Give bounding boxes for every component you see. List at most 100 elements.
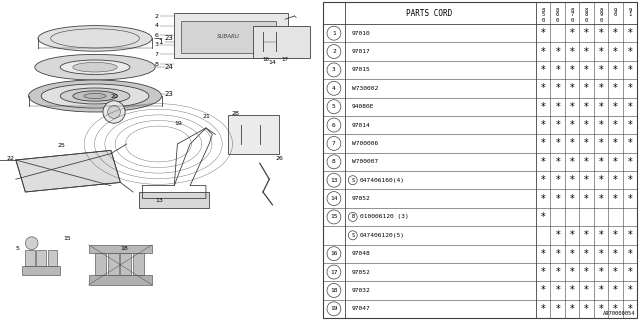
Text: 010006120 (3): 010006120 (3)	[360, 214, 408, 220]
Text: *: *	[556, 157, 560, 167]
Text: 3: 3	[332, 68, 336, 72]
Text: *: *	[598, 175, 604, 185]
Text: *: *	[627, 102, 632, 112]
Bar	[133, 253, 144, 275]
Text: *: *	[556, 175, 560, 185]
Text: *: *	[627, 175, 632, 185]
Text: *: *	[556, 249, 560, 259]
Text: *: *	[556, 285, 560, 295]
Text: 24: 24	[164, 64, 173, 70]
Text: *: *	[613, 267, 618, 277]
Text: 97015: 97015	[352, 68, 371, 72]
Text: 8: 8	[570, 9, 573, 13]
Text: *: *	[613, 175, 618, 185]
Text: 1: 1	[332, 31, 336, 36]
Text: *: *	[627, 47, 632, 57]
Text: 26: 26	[276, 156, 284, 161]
Text: 97052: 97052	[352, 196, 371, 201]
Text: *: *	[627, 83, 632, 93]
Text: 8: 8	[585, 9, 588, 13]
Text: 0: 0	[599, 18, 603, 22]
Text: *: *	[556, 139, 560, 148]
Text: 97032: 97032	[352, 288, 371, 293]
Text: 047406160(4): 047406160(4)	[360, 178, 404, 183]
Text: *: *	[570, 120, 575, 130]
Text: *: *	[570, 285, 575, 295]
Text: *: *	[613, 47, 618, 57]
Text: *: *	[613, 285, 618, 295]
Text: 7: 7	[570, 12, 573, 18]
Text: *: *	[598, 267, 604, 277]
Text: *: *	[556, 304, 560, 314]
Polygon shape	[16, 150, 120, 192]
Text: SUBARU: SUBARU	[217, 34, 239, 39]
Text: *: *	[598, 230, 604, 240]
Text: *: *	[598, 120, 604, 130]
Text: *: *	[570, 304, 575, 314]
Bar	[140, 192, 209, 208]
Text: 0: 0	[614, 12, 617, 18]
Text: *: *	[613, 139, 618, 148]
Text: 8: 8	[332, 159, 336, 164]
Text: 5: 5	[332, 104, 336, 109]
Text: 8: 8	[556, 9, 559, 13]
Text: 6: 6	[332, 123, 336, 128]
Text: *: *	[541, 249, 545, 259]
Text: *: *	[584, 28, 589, 38]
Text: 13: 13	[156, 197, 163, 203]
Text: 14: 14	[269, 60, 276, 65]
Text: *: *	[598, 249, 604, 259]
Text: 97017: 97017	[352, 49, 371, 54]
Text: *: *	[613, 249, 618, 259]
Text: *: *	[598, 157, 604, 167]
Text: 28: 28	[231, 111, 239, 116]
Text: 9: 9	[614, 9, 617, 13]
Text: *: *	[598, 47, 604, 57]
Text: 5: 5	[16, 246, 20, 251]
Bar	[120, 253, 131, 275]
Text: S: S	[351, 233, 355, 238]
Ellipse shape	[35, 54, 156, 80]
Bar	[47, 250, 57, 266]
Text: 5: 5	[541, 12, 545, 18]
Ellipse shape	[73, 91, 117, 101]
Text: 047406120(5): 047406120(5)	[360, 233, 404, 238]
Text: 2: 2	[154, 13, 159, 19]
Ellipse shape	[29, 80, 161, 112]
Text: *: *	[598, 304, 604, 314]
Text: 25: 25	[57, 143, 65, 148]
Text: 94080E: 94080E	[352, 104, 374, 109]
Text: 22: 22	[6, 156, 14, 161]
Text: *: *	[613, 28, 618, 38]
Text: 17: 17	[330, 269, 338, 275]
Circle shape	[26, 237, 38, 250]
Text: *: *	[541, 304, 545, 314]
Ellipse shape	[41, 84, 149, 108]
Bar	[228, 115, 279, 154]
Text: *: *	[627, 267, 632, 277]
Text: *: *	[584, 157, 589, 167]
Text: 9: 9	[599, 12, 603, 18]
Text: *: *	[570, 175, 575, 185]
Text: *: *	[584, 65, 589, 75]
Text: 3: 3	[154, 42, 159, 47]
Text: *: *	[627, 120, 632, 130]
Text: 7: 7	[332, 141, 336, 146]
Text: *: *	[598, 83, 604, 93]
Text: *: *	[598, 194, 604, 204]
Text: 6: 6	[556, 12, 559, 18]
Text: 97052: 97052	[352, 269, 371, 275]
Text: S: S	[351, 178, 355, 183]
Text: 17: 17	[282, 57, 289, 62]
Text: 15: 15	[63, 236, 71, 241]
Text: *: *	[556, 230, 560, 240]
Text: *: *	[627, 285, 632, 295]
Text: *: *	[556, 194, 560, 204]
Bar	[174, 13, 288, 58]
Text: *: *	[613, 83, 618, 93]
Text: *: *	[613, 230, 618, 240]
Text: 20: 20	[110, 93, 118, 99]
Text: 19: 19	[330, 306, 338, 311]
Text: *: *	[598, 28, 604, 38]
Text: *: *	[570, 267, 575, 277]
